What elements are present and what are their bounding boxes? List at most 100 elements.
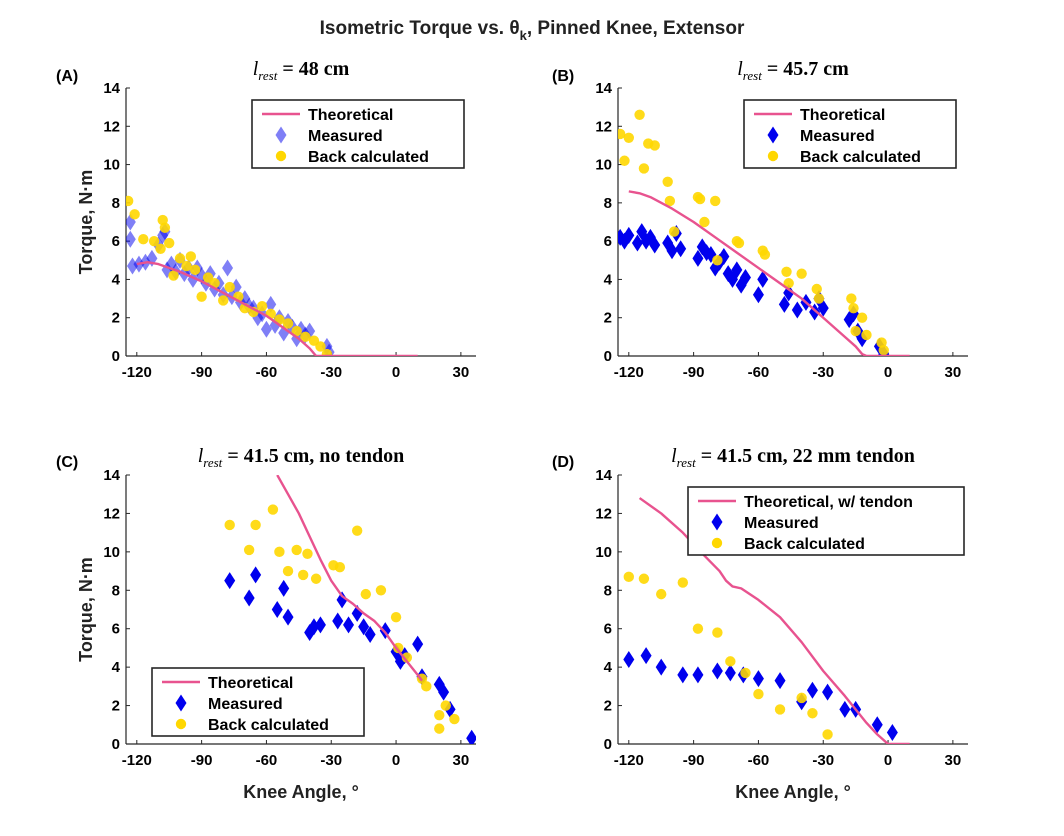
back-calculated-point <box>421 681 432 692</box>
measured-point <box>278 579 290 597</box>
back-calculated-point <box>781 266 792 277</box>
legend-back-calculated-swatch <box>767 150 779 162</box>
back-calculated-point <box>656 588 667 600</box>
back-calculated-point <box>267 504 279 515</box>
measured-point <box>739 269 751 287</box>
measured-point <box>839 700 851 718</box>
y-tick-label: 12 <box>103 505 120 522</box>
back-calculated-point <box>164 237 175 249</box>
y-tick-label: 8 <box>604 582 612 599</box>
y-axis-label: Torque, N·m <box>76 557 96 662</box>
y-tick-label: 14 <box>103 467 120 484</box>
back-calculated-point <box>861 329 872 341</box>
x-tick-label: 0 <box>392 752 400 769</box>
back-calculated-point <box>710 195 721 207</box>
legend-entry-label: Measured <box>800 128 875 145</box>
subtitle-symbol: l <box>198 445 204 467</box>
panel-label: (C) <box>56 454 78 471</box>
back-calculated-point <box>649 140 660 151</box>
theoretical-line <box>276 475 423 682</box>
measured-point <box>336 591 348 609</box>
y-tick-label: 2 <box>112 698 120 715</box>
theoretical-line <box>628 190 910 356</box>
back-calculated-point <box>168 270 179 281</box>
y-tick-label: 6 <box>604 233 612 250</box>
legend-entry-label: Theoretical <box>308 107 393 124</box>
subtitle-symbol: l <box>253 58 259 80</box>
series-back-calculated <box>623 571 833 740</box>
back-calculated-point <box>334 562 346 573</box>
figure-title-main: Isometric Torque vs. θ <box>320 18 520 39</box>
back-calculated-point <box>189 264 201 276</box>
back-calculated-point <box>291 544 302 556</box>
figure-title-subscript: k <box>520 28 528 43</box>
x-tick-label: 30 <box>945 752 962 769</box>
back-calculated-point <box>351 525 363 536</box>
x-tick-label: -30 <box>320 364 342 381</box>
back-calculated-point <box>623 571 635 583</box>
subtitle-subscript: rest <box>743 68 762 83</box>
back-calculated-point <box>796 692 807 704</box>
measured-point <box>778 295 790 313</box>
back-calculated-point <box>811 283 822 295</box>
y-tick-label: 2 <box>604 698 612 715</box>
y-tick-label: 12 <box>595 505 612 522</box>
y-tick-label: 0 <box>604 348 612 365</box>
back-calculated-point <box>148 235 160 247</box>
measured-point <box>243 589 255 607</box>
subtitle-text: = 45.7 cm <box>762 58 849 80</box>
measured-point <box>222 259 234 277</box>
y-tick-label: 4 <box>112 271 121 288</box>
panel-subtitle: lrest = 45.7 cm <box>737 58 849 83</box>
back-calculated-point <box>712 627 723 638</box>
measured-point <box>675 240 687 258</box>
back-calculated-point <box>129 209 140 220</box>
chart-panel-4: (D) lrest = 41.5 cm, 22 mm tendon 0 2 4 6 8 10 1… <box>552 445 968 802</box>
legend: Theoretical Measured Back calculated <box>251 99 465 169</box>
x-tick-label: -90 <box>191 752 213 769</box>
x-tick-label: -120 <box>614 752 644 769</box>
y-tick-label: 6 <box>604 621 612 638</box>
measured-point <box>752 670 764 688</box>
x-tick-label: 30 <box>453 364 470 381</box>
back-calculated-point <box>664 195 676 207</box>
back-calculated-point <box>668 226 680 237</box>
back-calculated-point <box>297 569 309 581</box>
measured-point <box>711 662 723 680</box>
series-back-calculated <box>618 109 889 356</box>
measured-point <box>466 729 476 744</box>
x-tick-label: -60 <box>256 364 278 381</box>
measured-point <box>666 242 678 260</box>
back-calculated-point <box>783 278 794 289</box>
measured-point <box>265 295 277 313</box>
measured-point <box>774 672 786 690</box>
x-tick-label: 30 <box>453 752 470 769</box>
measured-point <box>230 278 242 296</box>
legend-box <box>251 99 465 169</box>
back-calculated-point <box>774 704 786 715</box>
back-calculated-point <box>126 195 134 207</box>
subtitle-subscript: rest <box>258 68 277 83</box>
back-calculated-point <box>692 623 704 634</box>
legend-box <box>743 99 957 169</box>
subtitle-text: = 41.5 cm, 22 mm tendon <box>696 445 915 467</box>
back-calculated-point <box>740 667 751 679</box>
legend-entry-label: Measured <box>208 696 283 713</box>
measured-point <box>343 616 355 634</box>
panel-label: (D) <box>552 454 574 471</box>
y-tick-label: 10 <box>103 157 120 174</box>
y-tick-label: 12 <box>595 118 612 135</box>
x-tick-label: -60 <box>748 752 770 769</box>
y-tick-label: 0 <box>112 348 120 365</box>
measured-point <box>358 618 370 636</box>
measured-point <box>871 716 883 734</box>
legend-box <box>151 667 365 737</box>
measured-point <box>364 625 376 643</box>
subtitle-symbol: l <box>737 58 743 80</box>
back-calculated-point <box>375 585 387 596</box>
back-calculated-point <box>390 611 402 623</box>
legend-box <box>687 486 965 556</box>
back-calculated-point <box>759 249 771 260</box>
back-calculated-point <box>848 302 859 314</box>
